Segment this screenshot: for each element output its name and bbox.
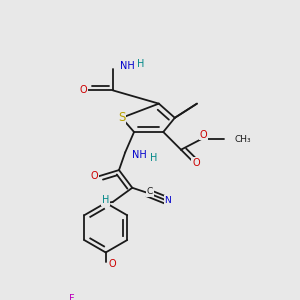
Text: O: O — [192, 158, 200, 168]
Text: N: N — [164, 196, 171, 205]
Text: H: H — [137, 59, 144, 69]
Text: H: H — [102, 195, 110, 205]
Text: H: H — [150, 153, 158, 163]
Text: S: S — [118, 111, 125, 124]
Text: CH₃: CH₃ — [234, 135, 251, 144]
Text: O: O — [199, 130, 207, 140]
Text: F: F — [69, 294, 74, 300]
Text: C: C — [147, 187, 153, 196]
Text: O: O — [109, 259, 117, 269]
Text: O: O — [80, 85, 87, 95]
Text: NH: NH — [120, 61, 135, 71]
Text: NH: NH — [132, 150, 147, 160]
Text: O: O — [90, 171, 98, 181]
